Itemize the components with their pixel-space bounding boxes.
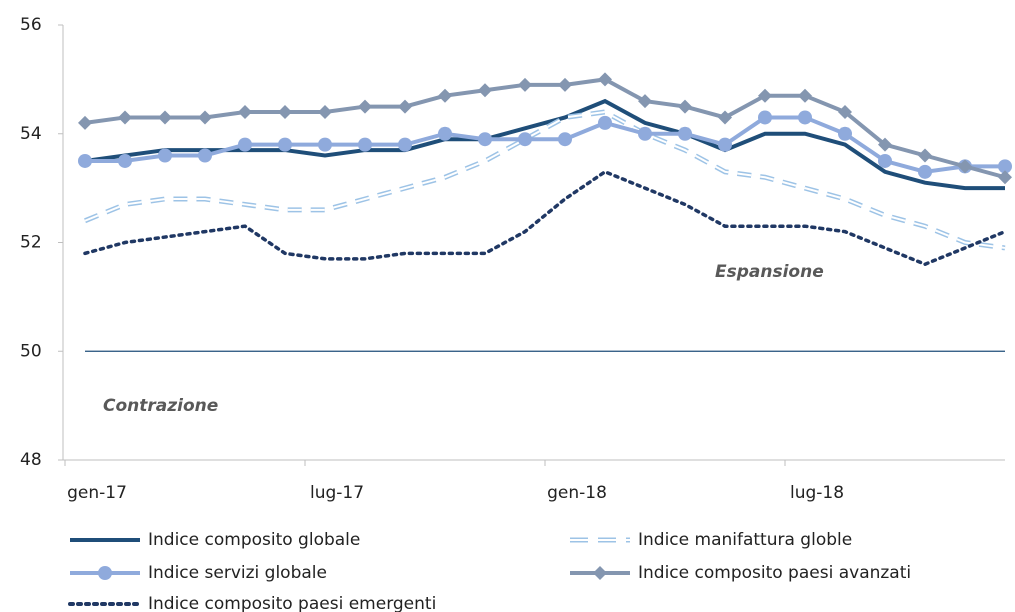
point	[438, 88, 452, 103]
point	[318, 137, 332, 152]
point	[718, 110, 732, 125]
point	[638, 126, 652, 141]
annotation: Espansione	[715, 262, 824, 282]
point	[198, 110, 212, 125]
x-tick-label: gen-18	[547, 483, 607, 503]
point	[678, 99, 692, 114]
point	[558, 132, 572, 147]
series-line	[84, 77, 1006, 180]
y-tick-label: 50	[20, 341, 42, 361]
legend-label: Indice composito paesi emergenti	[148, 594, 436, 612]
point	[838, 126, 852, 141]
point	[358, 99, 372, 114]
series-line	[83, 169, 1007, 267]
point	[838, 105, 852, 119]
point	[998, 159, 1012, 174]
y-tick-label: 56	[20, 15, 42, 35]
point	[758, 110, 772, 125]
point	[198, 148, 212, 163]
x-tick-label: lug-17	[310, 483, 364, 503]
legend-marker	[593, 566, 607, 580]
point	[518, 77, 532, 92]
point	[598, 115, 612, 130]
series-line-inner	[84, 110, 1006, 249]
point	[478, 132, 492, 147]
legend-marker	[98, 566, 112, 580]
point	[398, 137, 412, 152]
point	[558, 77, 572, 92]
point	[998, 170, 1012, 185]
point	[878, 153, 892, 168]
point	[278, 105, 292, 119]
point	[158, 148, 172, 163]
point	[438, 126, 452, 141]
point	[158, 110, 172, 125]
point	[278, 137, 292, 152]
point	[358, 137, 372, 152]
point	[318, 105, 332, 119]
point	[78, 153, 92, 168]
point	[918, 164, 932, 179]
legend-label: Indice manifattura globle	[638, 530, 852, 550]
point	[918, 148, 932, 163]
point	[78, 115, 92, 130]
x-tick-label: lug-18	[790, 483, 844, 503]
annotation: Contrazione	[103, 396, 218, 416]
point	[238, 137, 252, 152]
point	[678, 126, 692, 141]
x-tick-label: gen-17	[67, 483, 127, 503]
point	[718, 137, 732, 152]
point	[118, 110, 132, 125]
legend-label: Indice servizi globale	[148, 563, 327, 583]
y-tick-label: 52	[20, 233, 42, 253]
point	[878, 137, 892, 152]
point	[598, 72, 612, 87]
point	[798, 110, 812, 125]
y-tick-label: 48	[20, 450, 42, 470]
point	[958, 159, 972, 174]
legend-label: Indice composito globale	[148, 530, 360, 550]
point	[398, 99, 412, 114]
point	[638, 94, 652, 109]
y-tick-label: 54	[20, 124, 42, 144]
legend-label: Indice composito paesi avanzati	[638, 563, 911, 583]
point	[798, 88, 812, 103]
point	[118, 153, 132, 168]
series-line	[84, 98, 1005, 191]
point	[758, 88, 772, 103]
point	[238, 105, 252, 119]
point	[518, 132, 532, 147]
series-line	[85, 115, 1005, 174]
point	[478, 83, 492, 98]
